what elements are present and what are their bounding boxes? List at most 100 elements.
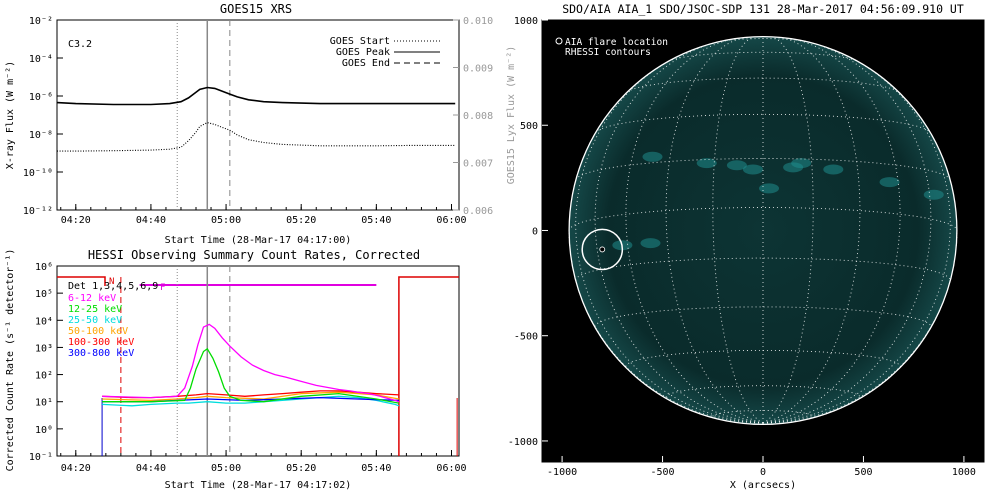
aia-legend: AIA flare location RHESSI contours: [555, 37, 668, 58]
hessi-y-tick-label: 10⁴: [35, 316, 53, 327]
active-region-patch: [759, 183, 780, 194]
legend-goes-end-label: GOES End: [342, 58, 390, 69]
aia-y-tick-label: 0: [532, 226, 538, 237]
hessi-legend-300-800-kev: 300-800 keV: [68, 348, 134, 359]
aia-x-tick-label: 1000: [952, 467, 976, 478]
hessi-y-axis-label: Corrected Count Rate (s⁻¹ detector⁻¹): [5, 249, 16, 472]
hessi-x-tick-label: 04:20: [61, 463, 91, 474]
solar-limb: [568, 35, 958, 426]
hessi-night-flag: [57, 276, 106, 286]
aia-legend-contours-label: RHESSI contours: [565, 47, 651, 58]
hessi-y-tick-label: 10⁵: [35, 289, 53, 300]
aia-x-tick-label: -500: [650, 467, 674, 478]
goes-y-tick-label: 10⁻⁶: [29, 92, 53, 103]
active-region-patch: [696, 158, 717, 169]
active-region-patch: [879, 177, 900, 188]
goes-y-tick-label: 10⁻¹⁰: [23, 168, 53, 179]
active-region-patch: [642, 151, 663, 162]
aia-x-tick-label: 500: [854, 467, 872, 478]
hessi-legend-50-100-kev: 50-100 keV: [68, 326, 128, 337]
goes-y-tick-label: 10⁻⁴: [29, 54, 53, 65]
hessi-x-tick-label: 05:00: [211, 463, 241, 474]
hessi-legend-6-12-kev: 6-12 keV: [68, 293, 116, 304]
goes-legend: GOES Start GOES Peak GOES End: [330, 36, 440, 69]
hessi-x-tick-label: 06:00: [436, 463, 466, 474]
goes-y-tick-label: 10⁻⁸: [29, 130, 53, 141]
goes-right-y-tick-label: 0.007: [463, 159, 493, 170]
aia-legend-flare-label: AIA flare location: [565, 37, 668, 48]
hessi-legend-25-50-kev: 25-50 keV: [68, 315, 122, 326]
goes-x-tick-label: 05:00: [211, 215, 241, 226]
rhessi-contour: [599, 246, 606, 253]
grid-line: [762, 40, 932, 424]
grid-line: [762, 37, 901, 424]
grid-line: [595, 113, 931, 134]
goes-x-tick-label: 05:20: [286, 215, 316, 226]
active-region-patch: [923, 189, 944, 200]
hessi-series-12-25-kev: [102, 347, 400, 404]
aia-flare-legend-icon: [555, 37, 563, 45]
grid-line: [568, 230, 764, 424]
hessi-y-tick-label: 10¹: [35, 398, 53, 409]
goes-right-y-tick-label: 0.009: [463, 64, 493, 75]
hessi-x-tick-label: 04:40: [136, 463, 166, 474]
active-region-patch: [726, 160, 747, 171]
hessi-y-tick-label: 10⁶: [35, 262, 53, 273]
hessi-event-lines: [176, 266, 231, 456]
hessi-panel: HESSI Observing Summary Count Rates, Cor…: [5, 248, 467, 491]
goes-event-lines: [176, 20, 231, 210]
goes-y-tick-label: 10⁻²: [29, 16, 53, 27]
hessi-series-50-100-kev: [102, 391, 400, 402]
grid-line: [762, 54, 951, 424]
flare-location-circle[interactable]: [581, 228, 624, 271]
aia-panel: SDO/AIA AIA_1 SDO/JSOC-SDP 131 28-Mar-20…: [508, 2, 985, 491]
hessi-night-flag-end: [398, 276, 459, 456]
hessi-legend-100-300-kev: 100-300 keV: [68, 337, 134, 348]
grid-line: [575, 54, 764, 424]
hessi-y-tick-label: 10⁻¹: [29, 452, 53, 463]
goes-xrs-panel: GOES15 XRS 04:20 04:40 05:00 05:20 05:40 06:0…: [5, 2, 517, 246]
hessi-plot-frame: [56, 265, 460, 457]
hessi-y-tick-label: 10⁰: [35, 425, 53, 436]
goes-long-channel-line: [56, 86, 456, 106]
active-region-patch: [791, 158, 812, 169]
goes-plot-frame: [56, 19, 460, 211]
goes-x-axis-label: Start Time (28-Mar-17 04:17:00): [165, 235, 352, 246]
grid-line: [625, 37, 764, 424]
goes-x-tick-label: 05:40: [361, 215, 391, 226]
goes-right-y-tick-label: 0.008: [463, 111, 493, 122]
aia-y-tick-label: 500: [520, 121, 538, 132]
hessi-x-tick-label: 05:20: [286, 463, 316, 474]
goes-right-y-tick-label: 0.006: [463, 206, 493, 217]
legend-goes-start-label: GOES Start: [330, 36, 390, 47]
active-region-patch: [640, 238, 661, 249]
hessi-night-flag-label: N: [109, 277, 114, 287]
aia-y-tick-label: -1000: [508, 437, 538, 448]
hessi-y-tick-label: 10³: [35, 343, 53, 354]
grid-line: [762, 230, 958, 424]
goes-y-tick-label: 10⁻¹²: [23, 206, 53, 217]
grid-line: [712, 36, 764, 424]
grid-line: [594, 40, 764, 424]
hessi-legend-12-25-kev: 12-25 keV: [68, 304, 122, 315]
aia-x-axis-label: X (arcsecs): [730, 480, 796, 491]
goes-x-tick-label: 06:00: [436, 215, 466, 226]
goes-right-y-tick-label: 0.010: [463, 16, 493, 27]
active-region-patch: [742, 164, 763, 175]
hessi-x-axis-label: Start Time (28-Mar-17 04:17:02): [165, 480, 352, 491]
goes-lyx-dotted-line: [57, 122, 456, 152]
hessi-y-tick-label: 10²: [35, 371, 53, 382]
hessi-legend-title: Det 1,3,4,5,6,9: [68, 281, 158, 292]
aia-x-tick-label: 0: [760, 467, 766, 478]
active-region-patch: [823, 164, 844, 175]
goes-annotation: C3.2: [68, 39, 92, 50]
goes-y-axis-label: X-ray Flux (W m⁻²): [5, 61, 16, 169]
legend-goes-peak-label: GOES Peak: [336, 47, 390, 58]
hessi-x-tick-label: 05:40: [361, 463, 391, 474]
hessi-series-6-12-kev: [102, 323, 400, 403]
aia-y-tick-label: 1000: [514, 16, 538, 27]
active-regions: [612, 151, 944, 251]
goes-chart-title: GOES15 XRS: [220, 2, 292, 16]
